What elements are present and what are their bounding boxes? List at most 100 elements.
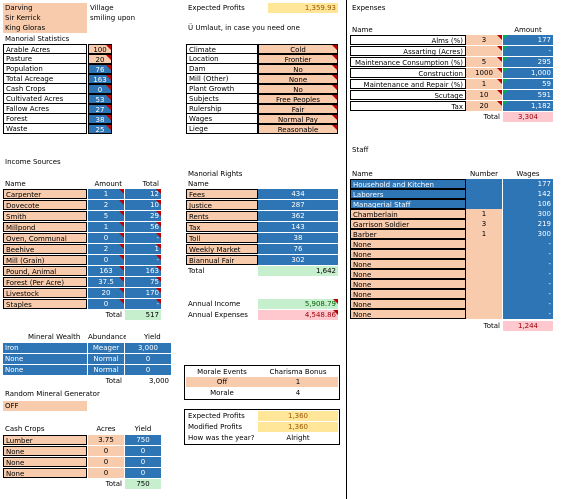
- manorial-stat-value[interactable]: 163: [88, 74, 112, 84]
- income-source-amount[interactable]: 1: [88, 189, 124, 199]
- attribute-value[interactable]: Cold: [258, 44, 338, 54]
- manor-type-cell[interactable]: Village: [90, 4, 114, 12]
- mineral-generator-toggle[interactable]: OFF: [3, 401, 87, 411]
- manorial-stat-value[interactable]: 76: [88, 64, 112, 74]
- income-source-name[interactable]: Forest (Per Acre): [3, 277, 87, 287]
- lord-name-cell[interactable]: Sir Kerrick: [3, 13, 87, 23]
- crop-acres[interactable]: 0: [88, 446, 124, 456]
- income-source-amount[interactable]: 5: [88, 211, 124, 221]
- staff-name[interactable]: None: [350, 289, 466, 299]
- mineral-name[interactable]: Iron: [3, 343, 87, 353]
- attribute-value[interactable]: Reasonable: [258, 124, 338, 134]
- attribute-value[interactable]: Frontier: [258, 54, 338, 64]
- staff-name[interactable]: None: [350, 299, 466, 309]
- manorial-right-name[interactable]: Tax: [186, 222, 258, 232]
- staff-number[interactable]: 1: [466, 229, 502, 239]
- attribute-value[interactable]: Normal Pay: [258, 114, 338, 124]
- income-source-amount[interactable]: 0: [88, 255, 124, 265]
- income-source-name[interactable]: Millpond: [3, 222, 87, 232]
- king-name-cell[interactable]: King Gloras: [3, 23, 87, 33]
- expense-input[interactable]: 10: [466, 90, 502, 100]
- income-source-amount[interactable]: 37.5: [88, 277, 124, 287]
- staff-number[interactable]: 3: [466, 219, 502, 229]
- manorial-right-name[interactable]: Toll: [186, 233, 258, 243]
- expense-input[interactable]: 5: [466, 57, 502, 67]
- crop-name[interactable]: Lumber: [3, 435, 87, 445]
- manorial-right-name[interactable]: Fees: [186, 189, 258, 199]
- income-source-name[interactable]: Livestock: [3, 288, 87, 298]
- manorial-stat-value[interactable]: 100: [88, 44, 112, 54]
- income-source-name[interactable]: Mill (Grain): [3, 255, 87, 265]
- charisma-bonus-value[interactable]: 1: [258, 377, 338, 387]
- manor-name-cell[interactable]: Darving: [3, 3, 87, 13]
- staff-name[interactable]: Chamberlain: [350, 209, 466, 219]
- expense-input[interactable]: 20: [466, 101, 502, 111]
- expense-input[interactable]: 1000: [466, 68, 502, 78]
- manorial-rights-title: Manorial Rights: [188, 170, 243, 178]
- income-source-amount[interactable]: 163: [88, 266, 124, 276]
- staff-number[interactable]: [466, 249, 502, 259]
- income-source-name[interactable]: Smith: [3, 211, 87, 221]
- mineral-abundance[interactable]: Normal: [88, 365, 124, 375]
- manorial-stat-value[interactable]: 27: [88, 104, 112, 114]
- income-source-name[interactable]: Dovecote: [3, 200, 87, 210]
- expected-profits-value[interactable]: 1,359.93: [268, 3, 338, 13]
- mineral-name[interactable]: None: [3, 354, 87, 364]
- manorial-right-name[interactable]: Biannual Fair: [186, 255, 258, 265]
- staff-number[interactable]: [466, 259, 502, 269]
- manorial-right-name[interactable]: Rents: [186, 211, 258, 221]
- attribute-value[interactable]: No: [258, 84, 338, 94]
- income-source-amount[interactable]: 0: [88, 299, 124, 309]
- staff-number[interactable]: [466, 279, 502, 289]
- staff-name[interactable]: None: [350, 259, 466, 269]
- income-source-name[interactable]: Oven, Communal: [3, 233, 87, 243]
- staff-name[interactable]: None: [350, 249, 466, 259]
- attribute-value[interactable]: None: [258, 74, 338, 84]
- manorial-right-name[interactable]: Justice: [186, 200, 258, 210]
- mineral-name[interactable]: None: [3, 365, 87, 375]
- expense-input[interactable]: [466, 46, 502, 56]
- staff-number[interactable]: [466, 239, 502, 249]
- staff-name[interactable]: None: [350, 269, 466, 279]
- income-source-name[interactable]: Carpenter: [3, 189, 87, 199]
- manorial-stat-value[interactable]: 25: [88, 124, 112, 134]
- expense-input[interactable]: 1: [466, 79, 502, 89]
- income-source-amount[interactable]: 0: [88, 233, 124, 243]
- lord-attitude-cell[interactable]: smiling upon: [90, 14, 136, 22]
- staff-name[interactable]: None: [350, 239, 466, 249]
- attribute-value[interactable]: Free Peoples: [258, 94, 338, 104]
- staff-number[interactable]: [466, 309, 502, 319]
- crop-name[interactable]: None: [3, 468, 87, 478]
- mineral-abundance[interactable]: Meager: [88, 343, 124, 353]
- staff-number[interactable]: [466, 289, 502, 299]
- crop-name[interactable]: None: [3, 446, 87, 456]
- manorial-stat-value[interactable]: 53: [88, 94, 112, 104]
- staff-number[interactable]: 1: [466, 209, 502, 219]
- mineral-abundance[interactable]: Normal: [88, 354, 124, 364]
- staff-name[interactable]: Garrison Soldier: [350, 219, 466, 229]
- attribute-value[interactable]: Fair: [258, 104, 338, 114]
- crop-acres[interactable]: 0: [88, 457, 124, 467]
- crop-acres[interactable]: 0: [88, 468, 124, 478]
- staff-number[interactable]: [466, 269, 502, 279]
- expense-input[interactable]: 3: [466, 35, 502, 45]
- morale-events-toggle[interactable]: Off: [186, 377, 258, 387]
- staff-number[interactable]: [466, 299, 502, 309]
- staff-name[interactable]: Barber: [350, 229, 466, 239]
- manorial-stat-value[interactable]: 20: [88, 54, 112, 64]
- manorial-right-name[interactable]: Weekly Market: [186, 244, 258, 254]
- income-source-amount[interactable]: 2: [88, 200, 124, 210]
- crop-name[interactable]: None: [3, 457, 87, 467]
- staff-name[interactable]: None: [350, 279, 466, 289]
- income-source-name[interactable]: Staples: [3, 299, 87, 309]
- crop-acres[interactable]: 3.75: [88, 435, 124, 445]
- attribute-value[interactable]: No: [258, 64, 338, 74]
- income-source-name[interactable]: Pound, Animal: [3, 266, 87, 276]
- income-source-amount[interactable]: 2: [88, 244, 124, 254]
- income-source-amount[interactable]: 1: [88, 222, 124, 232]
- income-source-name[interactable]: Beehive: [3, 244, 87, 254]
- income-source-amount[interactable]: 20: [88, 288, 124, 298]
- manorial-stat-value[interactable]: 38: [88, 114, 112, 124]
- staff-name[interactable]: None: [350, 309, 466, 319]
- manorial-stat-value[interactable]: 0: [88, 84, 112, 94]
